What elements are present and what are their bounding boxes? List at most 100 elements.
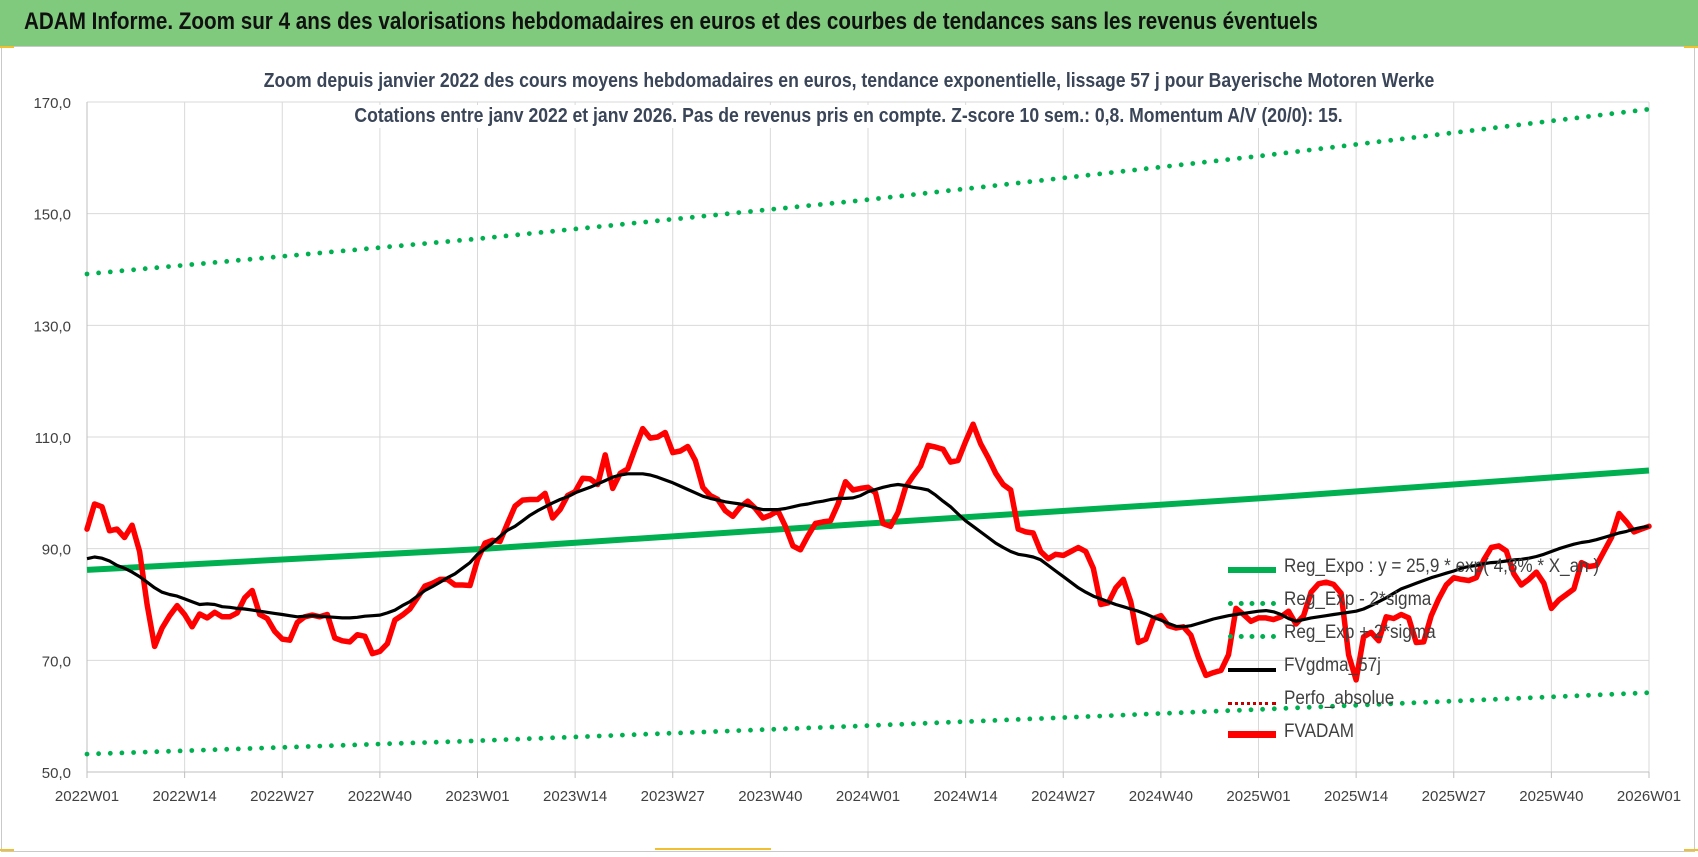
reg-exp-plus-dot <box>713 212 718 218</box>
reg-exp-minus-dot <box>655 731 660 737</box>
reg-exp-minus-dot <box>189 748 195 753</box>
reg-exp-plus-dot <box>689 214 695 220</box>
reg-exp-plus-dot <box>1027 179 1033 185</box>
reg-exp-minus-dot <box>1597 692 1603 698</box>
reg-exp-minus-dot <box>1376 701 1382 707</box>
legend-swatch-reg-exp-minus <box>1228 601 1276 606</box>
reg-exp-plus-dot <box>1609 111 1615 117</box>
reg-exp-plus-dot <box>1108 170 1114 176</box>
x-tick-label: 2025W01 <box>1226 788 1290 805</box>
reg-exp-minus-dot <box>1108 713 1114 718</box>
reg-exp-minus-dot <box>305 744 311 749</box>
reg-exp-plus-dot <box>1539 119 1545 125</box>
reg-exp-minus-dot <box>701 729 707 735</box>
reg-exp-minus-dot <box>1458 698 1463 704</box>
reg-exp-plus-dot <box>1190 161 1196 166</box>
reg-exp-minus-dot <box>398 740 404 746</box>
reg-exp-plus-dot <box>259 255 264 261</box>
reg-exp-minus-dot <box>526 736 532 742</box>
reg-exp-minus-dot <box>1341 703 1347 709</box>
reg-exp-minus-dot <box>922 720 928 726</box>
reg-exp-plus-dot <box>375 245 381 251</box>
reg-exp-plus-dot <box>1411 135 1417 140</box>
reg-exp-plus-dot <box>410 242 416 248</box>
reg-exp-plus-dot <box>212 260 218 265</box>
reg-exp-plus-dot <box>1621 109 1626 115</box>
reg-exp-plus-dot <box>247 256 253 262</box>
reg-exp-plus-dot <box>934 189 940 195</box>
reg-exp-plus-dot <box>992 183 998 189</box>
reg-exp-plus-dot <box>701 213 707 219</box>
reg-exp-plus-dot <box>1562 116 1568 122</box>
reg-exp-plus-dot <box>1283 150 1289 156</box>
reg-exp-minus-dot <box>1062 715 1068 720</box>
reg-exp-minus-dot <box>235 746 241 752</box>
reg-exp-minus-dot <box>387 741 392 747</box>
reg-exp-minus-dot <box>992 718 998 723</box>
y-tick-label: 70,0 <box>42 653 71 670</box>
reg-exp-minus-dot <box>643 731 649 737</box>
reg-exp-minus-dot <box>852 723 858 729</box>
reg-exp-plus-dot <box>1376 139 1382 145</box>
reg-exp-minus-dot <box>1283 705 1289 711</box>
reg-exp-plus-dot <box>317 250 323 256</box>
reg-exp-plus-dot <box>503 233 509 239</box>
reg-exp-minus-dot <box>515 736 521 742</box>
reg-exp-minus-dot <box>1365 702 1370 708</box>
reg-exp-minus-dot <box>468 738 474 744</box>
reg-exp-plus-dot <box>1330 144 1335 150</box>
reg-exp-minus-dot <box>1306 704 1312 710</box>
y-tick-label: 170,0 <box>33 95 71 112</box>
reg-exp-plus-dot <box>852 198 858 204</box>
reg-exp-plus-dot <box>526 231 532 237</box>
reg-exp-plus-dot <box>270 254 276 260</box>
reg-exp-plus-dot <box>294 252 299 258</box>
reg-exp-minus-dot <box>1202 709 1207 715</box>
reg-exp-minus-dot <box>201 747 206 753</box>
reg-exp-plus-dot <box>655 218 660 224</box>
reg-exp-plus-dot <box>433 240 439 245</box>
reg-exp-plus-dot <box>422 241 427 247</box>
reg-exp-plus-dot <box>1504 123 1510 129</box>
reg-exp-plus-dot <box>398 243 404 249</box>
x-tick-label: 2022W14 <box>153 788 217 805</box>
reg-exp-minus-dot <box>1143 711 1149 717</box>
reg-exp-plus-dot <box>1132 167 1137 173</box>
reg-exp-minus-dot <box>1586 692 1591 698</box>
reg-exp-plus-dot <box>841 199 846 205</box>
reg-exp-minus-dot <box>794 726 800 731</box>
reg-exp-plus-dot <box>364 246 369 252</box>
reg-exp-minus-dot <box>1434 699 1440 705</box>
reg-exp-plus-dot <box>864 197 870 203</box>
reg-exp-minus-dot <box>1562 693 1568 699</box>
reg-exp-minus-dot <box>736 728 742 733</box>
reg-exp-minus-dot <box>1213 708 1219 714</box>
chart-subtitle-container: Cotations entre janv 2022 et janv 2026. … <box>0 105 1698 128</box>
reg-exp-minus-dot <box>946 719 951 725</box>
reg-exp-minus-dot <box>364 742 369 747</box>
reg-exp-minus-dot <box>270 745 276 751</box>
reg-exp-plus-dot <box>1527 121 1533 126</box>
reg-exp-minus-dot <box>224 746 230 752</box>
reg-exp-plus-dot <box>1085 172 1091 178</box>
reg-exp-plus-dot <box>771 206 777 212</box>
reg-exp-plus-dot <box>1237 155 1242 161</box>
reg-exp-plus-dot <box>1493 125 1498 131</box>
reg-exp-plus-dot <box>142 266 148 272</box>
reg-exp-minus-dot <box>154 749 160 755</box>
reg-exp-plus-dot <box>352 247 358 253</box>
reg-exp-plus-dot <box>1004 181 1009 187</box>
reg-exp-minus-dot <box>317 743 323 749</box>
reg-exp-plus-dot <box>305 251 311 257</box>
reg-exp-plus-dot <box>620 221 625 227</box>
report-title: ADAM Informe. Zoom sur 4 ans des valoris… <box>24 8 1318 35</box>
series-reg-expo-line <box>86 467 1650 573</box>
reg-exp-plus-dot <box>1213 158 1219 164</box>
reg-exp-plus-dot <box>678 216 683 221</box>
reg-exp-plus-dot <box>1295 149 1300 154</box>
reg-exp-minus-dot <box>352 742 358 748</box>
reg-exp-plus-dot <box>817 202 823 207</box>
y-tick-label: 110,0 <box>35 430 71 447</box>
reg-exp-plus-dot <box>1597 112 1603 118</box>
y-tick-label: 150,0 <box>33 207 71 224</box>
